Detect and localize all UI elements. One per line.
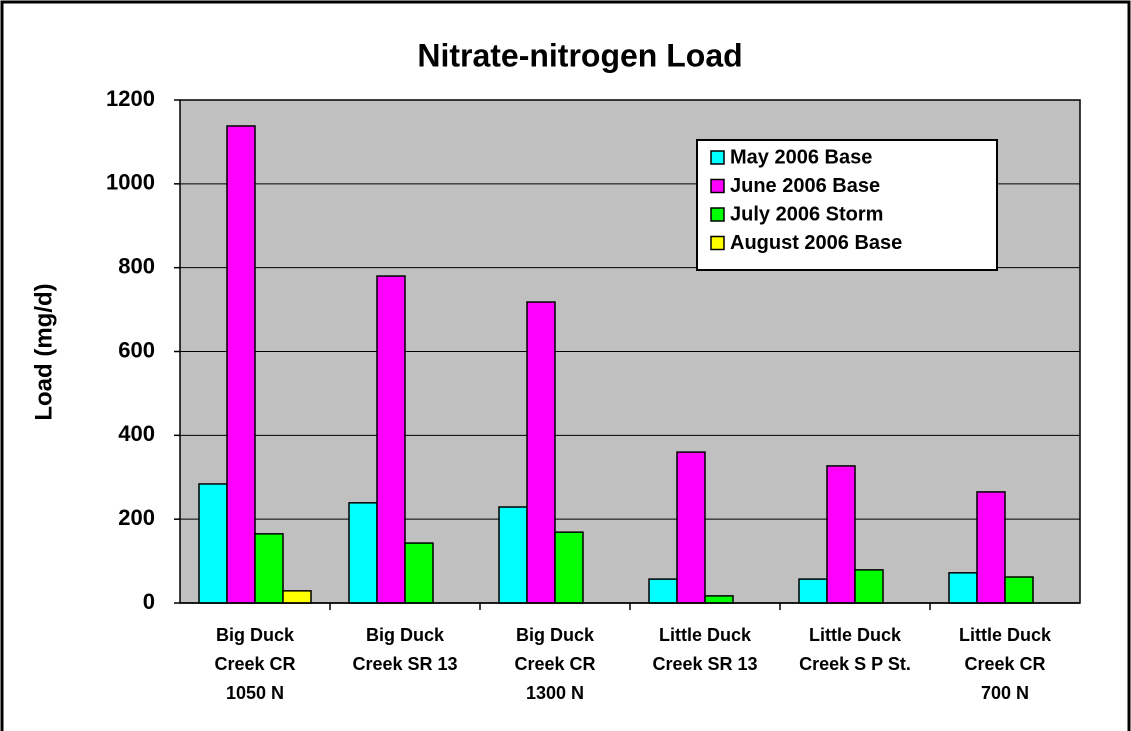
bar	[554, 531, 584, 604]
y-tick-label: 600	[118, 337, 155, 362]
bar	[826, 465, 856, 604]
y-axis-label: Load (mg/d)	[30, 283, 57, 420]
legend-swatch	[710, 178, 725, 194]
x-tick-label-line: 1300 N	[526, 683, 584, 703]
bar	[648, 578, 678, 604]
x-tick-label-line: Little Duck	[659, 625, 752, 645]
bar	[254, 533, 284, 604]
x-tick-label-line: Creek SR 13	[352, 654, 457, 674]
bar	[404, 542, 434, 604]
y-tick-label: 1200	[106, 86, 155, 111]
x-tick-label: Big Duck Creek CR 1300 N	[514, 625, 595, 703]
bar	[798, 578, 828, 604]
y-tick-label: 200	[118, 505, 155, 530]
x-tick-label-line: 700 N	[981, 683, 1029, 703]
legend-label: July 2006 Storm	[730, 203, 883, 225]
x-tick-label-line: Creek CR	[214, 654, 295, 674]
x-tick-label-line: Big Duck	[516, 625, 595, 645]
x-tick-label-line: Creek CR	[514, 654, 595, 674]
x-tick-label: Little Duck Creek S P St.	[799, 625, 911, 674]
x-tick-label-line: Big Duck	[366, 625, 445, 645]
x-tick-label-line: Creek SR 13	[652, 654, 757, 674]
bar	[948, 572, 978, 604]
bar	[376, 275, 406, 604]
bar	[676, 451, 706, 604]
x-tick-label: Big Duck Creek SR 13	[352, 625, 457, 674]
legend-swatch	[710, 207, 725, 222]
bar	[1004, 576, 1034, 604]
y-tick-label: 1000	[106, 170, 155, 195]
bar	[854, 569, 884, 604]
chart-title: Nitrate-nitrogen Load	[417, 37, 742, 73]
x-tick-label: Little Duck Creek CR 700 N	[959, 625, 1052, 703]
legend-swatch	[710, 235, 725, 251]
legend-label: May 2006 Base	[730, 146, 872, 168]
legend-label: June 2006 Base	[730, 175, 880, 197]
x-tick-label: Big Duck Creek CR 1050 N	[214, 625, 295, 703]
x-tick-label: Little Duck Creek SR 13	[652, 625, 757, 674]
x-tick-label-line: Creek CR	[964, 654, 1045, 674]
x-tick-label-line: Big Duck	[216, 625, 295, 645]
legend-swatch	[710, 150, 725, 165]
y-tick-label: 400	[118, 421, 155, 446]
legend-label: August 2006 Base	[730, 232, 902, 254]
bar	[526, 301, 556, 604]
bar	[226, 125, 256, 604]
x-tick-label-line: Little Duck	[959, 625, 1052, 645]
x-tick-label-line: 1050 N	[226, 683, 284, 703]
y-tick-label: 0	[143, 589, 155, 614]
bar	[498, 506, 528, 604]
y-tick-label: 800	[118, 253, 155, 278]
bar	[348, 502, 378, 604]
bar	[976, 491, 1006, 604]
bar	[282, 590, 312, 604]
bar	[704, 595, 734, 604]
x-tick-label-line: Little Duck	[809, 625, 902, 645]
bar	[198, 483, 228, 604]
x-tick-label-line: Creek S P St.	[799, 654, 911, 674]
legend-box	[696, 139, 998, 271]
